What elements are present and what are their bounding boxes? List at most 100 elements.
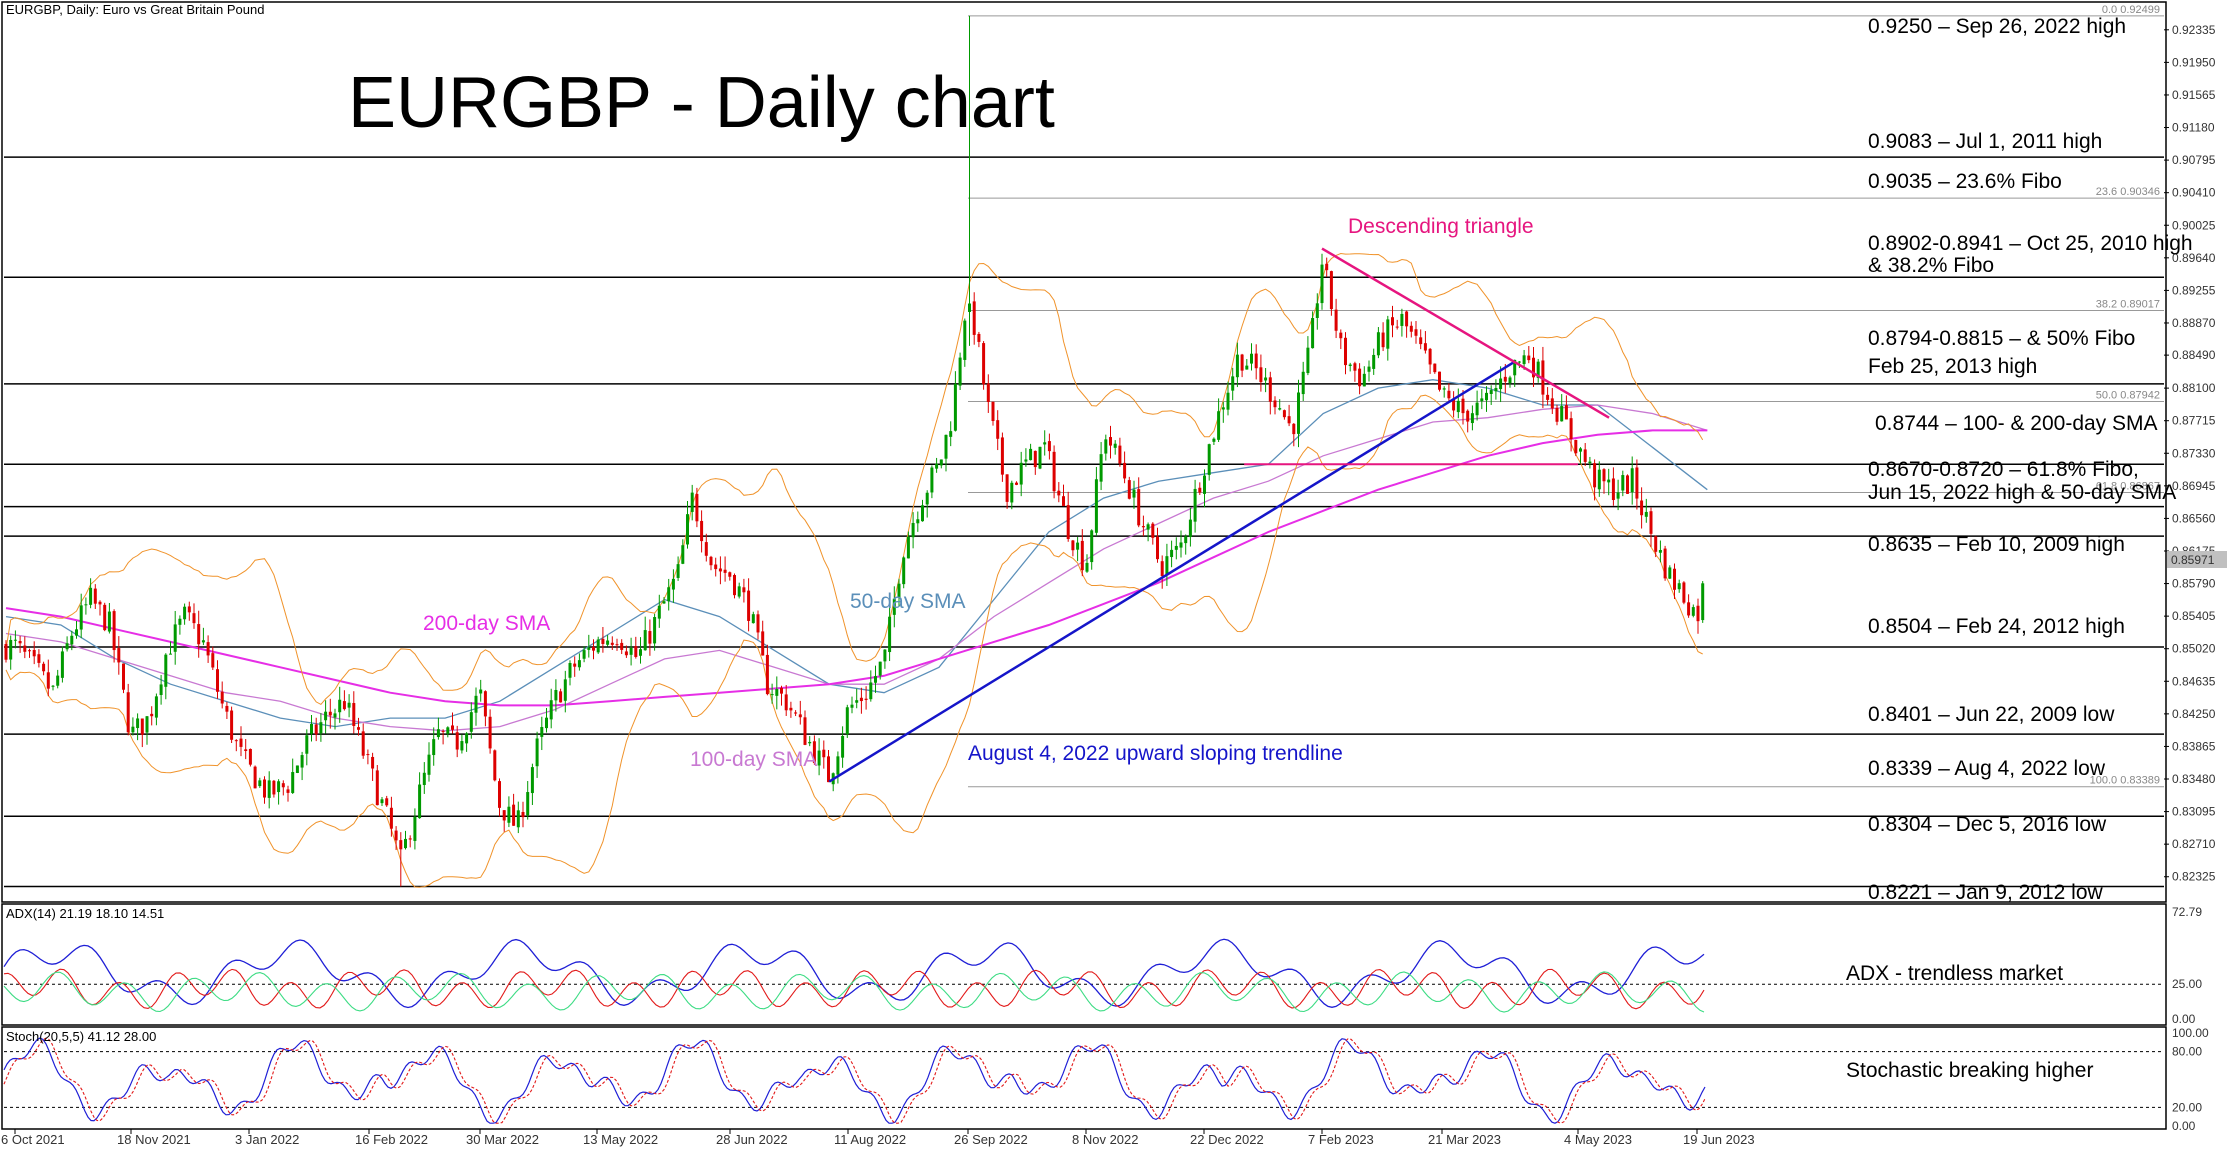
candle-body — [1038, 446, 1042, 469]
candle-body — [1240, 354, 1244, 371]
candle-body — [1579, 448, 1582, 452]
candle-body — [968, 303, 971, 312]
candle-body — [1033, 450, 1037, 468]
candle-body — [977, 333, 981, 342]
label-0833: 0.8339 – Aug 4, 2022 low — [1868, 757, 2106, 780]
candle-body — [859, 697, 863, 702]
candle-body — [1550, 398, 1554, 409]
candle-body — [187, 606, 191, 613]
candle-body — [996, 420, 1000, 439]
candle-body — [267, 780, 271, 798]
candle-body — [277, 781, 281, 793]
y-tick-label: 0.87330 — [2172, 446, 2216, 460]
candle-body — [1010, 482, 1014, 503]
candle-body — [1146, 524, 1150, 530]
candle-body — [159, 684, 163, 695]
candle-body — [281, 783, 285, 788]
y-tick-label: 0.85790 — [2172, 577, 2216, 591]
candle-body — [28, 650, 31, 652]
candle-body — [483, 691, 487, 717]
candle-body — [521, 811, 525, 818]
candle-body — [1090, 530, 1094, 563]
y-tick-label: 0.91950 — [2172, 55, 2216, 69]
adx-y-tick: 0.00 — [2172, 1012, 2196, 1026]
candle-body — [789, 707, 793, 711]
candle-body — [1137, 489, 1141, 526]
candle-body — [1602, 469, 1606, 482]
candle-body — [178, 618, 182, 625]
candle-body — [357, 727, 360, 730]
x-tick-label: 6 Oct 2021 — [1, 1132, 65, 1147]
candle-body — [686, 514, 689, 545]
annotation-sma200: 200-day SMA — [423, 612, 550, 635]
candle-body — [869, 682, 873, 700]
adx-y-tick: 25.00 — [2172, 977, 2202, 991]
y-tick-label: 0.87715 — [2172, 414, 2216, 428]
candle-body — [136, 718, 140, 729]
candle-body — [305, 735, 309, 754]
candle-body — [573, 663, 577, 667]
candle-body — [1654, 536, 1658, 552]
candle-body — [728, 572, 732, 577]
candle-body — [145, 716, 149, 733]
candle-body — [1456, 400, 1460, 413]
candle-body — [921, 505, 924, 522]
candle-body — [300, 755, 304, 768]
candle-body — [1076, 542, 1080, 550]
candle-body — [371, 756, 375, 769]
label-0890-b: & 38.2% Fibo — [1868, 254, 1994, 277]
candle-body — [1301, 371, 1305, 395]
candle-body — [1080, 540, 1084, 571]
candle-body — [122, 663, 125, 690]
candle-body — [902, 557, 906, 585]
candle-body — [1174, 545, 1178, 550]
candle-body — [42, 663, 46, 672]
candle-body — [812, 741, 816, 764]
candle-body — [455, 732, 459, 750]
candle-body — [1447, 390, 1451, 399]
candle-body — [333, 713, 337, 718]
candle-body — [441, 730, 445, 732]
candle-body — [418, 784, 422, 819]
candle-body — [507, 806, 511, 823]
x-tick-label: 18 Nov 2021 — [117, 1132, 191, 1147]
candle-body — [1099, 454, 1103, 482]
candle-body — [690, 492, 694, 512]
candle-body — [695, 493, 699, 522]
candle-body — [1071, 540, 1075, 551]
candle-body — [1419, 337, 1423, 345]
candle-body — [1433, 363, 1437, 373]
candle-body — [103, 604, 107, 631]
candle-body — [239, 738, 243, 747]
candle-body — [404, 838, 407, 849]
annotation-sma50: 50-day SMA — [850, 590, 966, 613]
candle-body — [953, 383, 957, 431]
candle-body — [1564, 405, 1568, 420]
candle-body — [1532, 357, 1535, 378]
candle-body — [1188, 519, 1192, 538]
chart-title: EURGBP - Daily chart — [348, 63, 1055, 143]
candle-body — [841, 736, 845, 758]
candle-body — [1207, 444, 1211, 475]
candle-body — [742, 587, 746, 593]
candle-body — [84, 604, 88, 606]
adx-annotation: ADX - trendless market — [1846, 962, 2063, 985]
candle-body — [211, 653, 215, 668]
candle-body — [1132, 489, 1136, 498]
sma-line-1 — [5, 404, 1708, 732]
adx-indicator-label: ADX(14) 21.19 18.10 14.51 — [6, 906, 164, 921]
candle-body — [347, 702, 351, 708]
candle-body — [1626, 475, 1629, 494]
candle-body — [963, 320, 967, 360]
label-0908: 0.9083 – Jul 1, 2011 high — [1868, 130, 2102, 153]
candle-body — [1386, 319, 1390, 349]
candle-body — [4, 644, 8, 660]
y-tick-label: 0.89640 — [2172, 251, 2216, 265]
x-tick-label: 16 Feb 2022 — [355, 1132, 428, 1147]
candle-body — [1273, 400, 1277, 408]
triangle-upper-line — [1321, 247, 1610, 419]
trendline-aug-2022 — [828, 361, 1514, 783]
candle-body — [37, 654, 41, 663]
candle-body — [469, 712, 473, 732]
candle-body — [479, 689, 483, 694]
